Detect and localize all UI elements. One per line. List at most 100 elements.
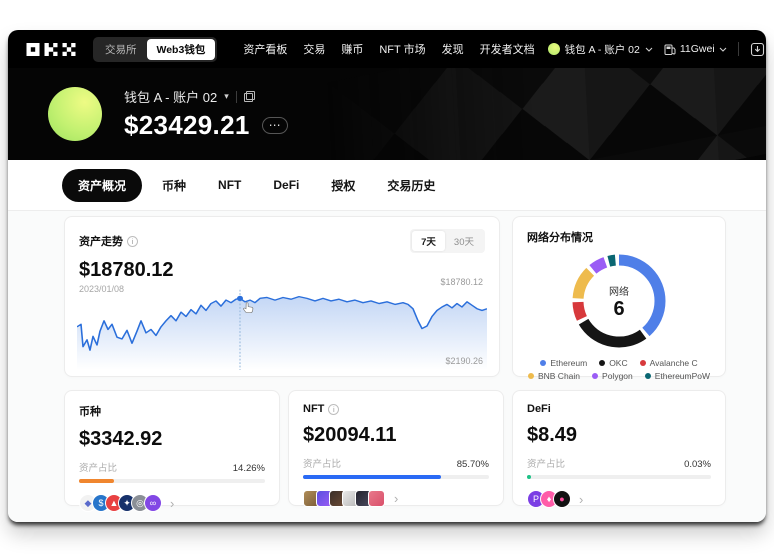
network-distribution-card: 网络分布情况 网络 6 Ethereum OKC Avalanche C BNB Ch… [512, 216, 726, 381]
tab-overview[interactable]: 资产概况 [62, 168, 143, 202]
summary-card-nft: NFT i $20094.11 资产占比 85.70% › [288, 390, 504, 507]
ratio-label: 资产占比 [303, 459, 342, 470]
toggle-web3-wallet[interactable]: Web3钱包 [146, 38, 216, 60]
tab-bar: 资产概况 币种 NFT DeFi 授权 交易历史 [8, 160, 766, 211]
card-value: $20094.11 [303, 424, 397, 446]
wallet-name[interactable]: 钱包 A - 账户 02 [124, 90, 218, 105]
legend-dot-icon [540, 360, 547, 366]
account-selector[interactable]: 钱包 A - 账户 02 [547, 42, 653, 57]
legend-dot-icon [527, 373, 534, 379]
tab-tokens[interactable]: 币种 [150, 169, 198, 202]
donut-center-label: 网络 [609, 287, 629, 298]
legend-label: Ethereum [550, 358, 588, 368]
trend-line-path [76, 295, 488, 351]
card-title: 币种 [79, 403, 265, 419]
info-icon[interactable]: i [127, 235, 138, 247]
coin-icon-polygon: ∞ [144, 494, 162, 512]
donut-center-value: 6 [613, 298, 625, 320]
wallet-avatar [48, 87, 102, 141]
ratio-value: 85.70% [456, 459, 489, 470]
legend-item-bnb-chain: BNB Chain [527, 371, 580, 381]
range-toggle: 7天 30天 [410, 229, 485, 253]
legend-dot-icon [639, 360, 646, 366]
asset-trend-card: 资产走势 i 7天 30天 $18780.12 2023/01/08 [64, 216, 500, 377]
tab-approvals[interactable]: 授权 [319, 169, 367, 202]
asset-icon-row: ◆ $ ▲ ✦ ◎ ∞ › [79, 494, 265, 512]
progress-track [527, 475, 711, 479]
legend-item-okc: OKC [599, 358, 628, 368]
wallet-hero: 钱包 A - 账户 02 ▾ $23429.21 ⋯ [8, 68, 766, 160]
coin-icon-protocol-dark: ● [553, 490, 571, 508]
nav-divider [737, 42, 739, 56]
chevron-right-icon[interactable]: › [579, 491, 584, 507]
legend-dot-icon [592, 373, 599, 379]
nav-menu-item[interactable]: 资产看板 [243, 44, 288, 56]
caret-down-icon[interactable]: ▾ [224, 91, 229, 101]
nav-menu-item[interactable]: 交易 [303, 44, 326, 56]
legend-label: OKC [609, 358, 628, 368]
nav-menu-item[interactable]: NFT 市场 [379, 44, 426, 56]
card-value: $3342.92 [79, 428, 163, 450]
summary-card-tokens: 币种 $3342.92 资产占比 14.26% ◆ $ ▲ ✦ ◎ ∞ › [64, 390, 280, 512]
summary-row: 币种 $3342.92 资产占比 14.26% ◆ $ ▲ ✦ ◎ ∞ › NFT i $20094.11… [64, 390, 726, 512]
nav-menu-item[interactable]: 开发者文档 [479, 44, 535, 56]
chevron-right-icon[interactable]: › [170, 495, 175, 511]
app-window: 交易所 Web3钱包 资产看板 交易 赚币 NFT 市场 发现 开发者文档 钱包 A - … [8, 30, 766, 522]
nav-menu: 资产看板 交易 赚币 NFT 市场 发现 开发者文档 [243, 41, 534, 57]
card-title-text: DeFi [527, 403, 551, 415]
legend-label: Avalanche C [649, 358, 698, 368]
network-donut-svg [572, 254, 666, 348]
legend-dot-icon [644, 373, 651, 379]
legend-label: Polygon [602, 371, 633, 381]
nft-thumbnail [368, 490, 385, 507]
trend-chart[interactable] [76, 288, 488, 370]
tab-history[interactable]: 交易历史 [375, 169, 447, 202]
tab-nft[interactable]: NFT [206, 170, 253, 200]
wallet-info: 钱包 A - 账户 02 ▾ $23429.21 ⋯ [124, 87, 288, 141]
gas-price-label: 11Gwei [679, 43, 715, 55]
legend-dot-icon [599, 360, 606, 366]
donut-slice-ethereum [572, 254, 666, 348]
top-nav: 交易所 Web3钱包 资产看板 交易 赚币 NFT 市场 发现 开发者文档 钱包 A - … [8, 30, 766, 68]
chevron-down-icon [645, 47, 653, 52]
trend-hover-value: $18780.12 [79, 259, 174, 281]
hero-divider [235, 90, 237, 103]
gas-price-indicator[interactable]: 11Gwei [664, 43, 727, 56]
chevron-right-icon[interactable]: › [394, 491, 399, 506]
ratio-label: 资产占比 [79, 463, 118, 474]
range-30d-button[interactable]: 30天 [453, 237, 474, 248]
total-balance: $23429.21 [124, 110, 250, 140]
okx-logo-icon[interactable] [26, 42, 76, 56]
dashboard-content: 资产走势 i 7天 30天 $18780.12 2023/01/08 [8, 211, 766, 522]
copy-address-icon[interactable] [243, 91, 255, 102]
account-avatar [547, 43, 560, 55]
exchange-wallet-toggle: 交易所 Web3钱包 [93, 36, 218, 62]
progress-track [79, 479, 265, 483]
card-title-text: NFT [303, 403, 325, 415]
trend-area-path [77, 296, 487, 370]
legend-item-polygon: Polygon [592, 371, 633, 381]
gas-pump-icon [664, 44, 676, 55]
card-title: NFT i [303, 403, 489, 415]
range-7d-button[interactable]: 7天 [412, 231, 445, 251]
ratio-value: 14.26% [232, 463, 265, 474]
network-legend: Ethereum OKC Avalanche C BNB Chain Polygon Et… [513, 353, 725, 381]
download-app-icon[interactable] [750, 42, 765, 57]
info-icon[interactable]: i [328, 403, 340, 415]
legend-label: EthereumPoW [654, 371, 711, 381]
nav-menu-item[interactable]: 赚币 [341, 44, 364, 56]
nav-menu-item[interactable]: 发现 [441, 44, 464, 56]
summary-card-defi: DeFi $8.49 资产占比 0.03% P ♦ ● › [512, 390, 726, 508]
card-title: DeFi [527, 403, 711, 415]
progress-fill [79, 479, 115, 483]
ratio-row: 资产占比 0.03% [527, 456, 711, 470]
trend-hover-date: 2023/01/08 [79, 284, 125, 294]
nav-right-cluster: 钱包 A - 账户 02 11Gwei [547, 42, 766, 57]
tab-defi[interactable]: DeFi [261, 170, 311, 200]
legend-item-ethereum: Ethereum [540, 358, 587, 368]
more-actions-button[interactable]: ⋯ [261, 117, 288, 134]
network-donut-chart: 网络 6 [567, 249, 671, 353]
ratio-label: 资产占比 [527, 459, 566, 470]
toggle-exchange[interactable]: 交易所 [105, 43, 137, 56]
donut-slice-avalanche-c [572, 254, 666, 348]
